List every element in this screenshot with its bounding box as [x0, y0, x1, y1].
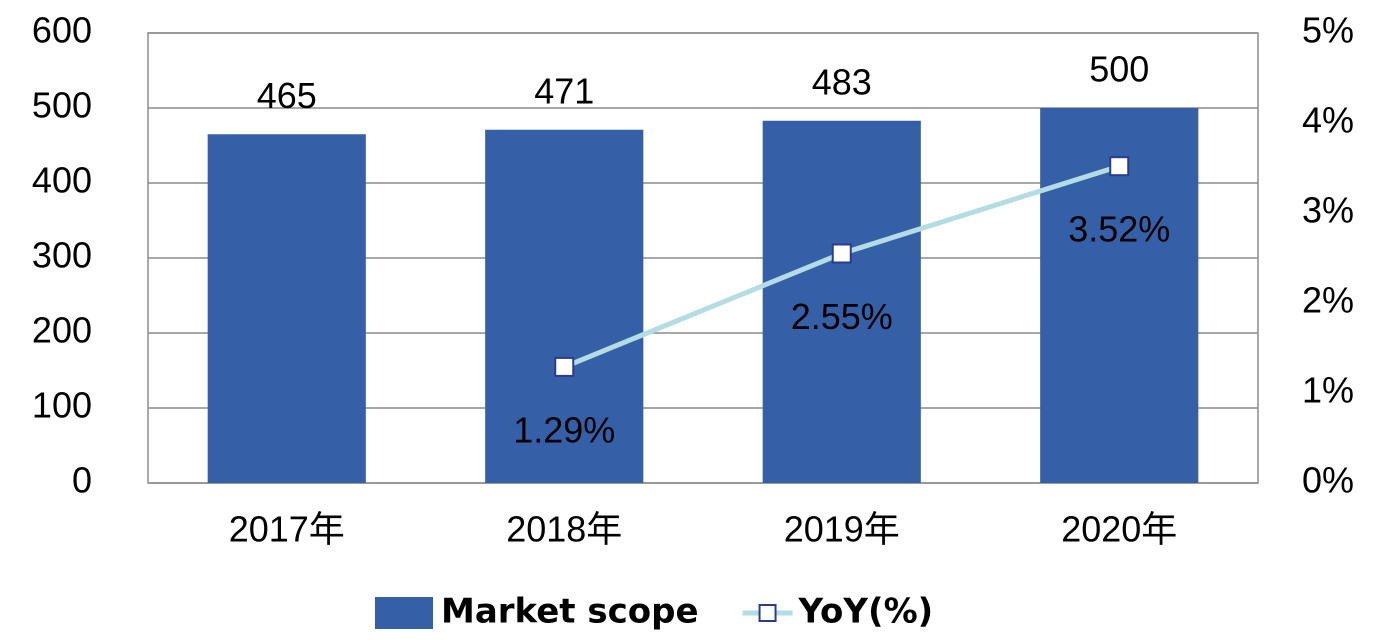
legend-swatch-marker	[758, 604, 777, 622]
bar-value-label: 483	[812, 61, 872, 102]
y2-tick-label: 1%	[1302, 370, 1354, 411]
x-tick-label: 2018年	[506, 509, 622, 550]
y2-tick-label: 2%	[1302, 280, 1354, 321]
x-tick-label: 2019年	[784, 509, 900, 550]
bar	[762, 120, 921, 483]
x-tick-label: 2020年	[1061, 509, 1177, 550]
y2-tick-label: 0%	[1302, 460, 1354, 501]
y-tick-label: 600	[32, 10, 92, 51]
y2-tick-label: 5%	[1302, 10, 1354, 51]
line-marker	[1109, 156, 1130, 177]
bar-value-label: 500	[1089, 49, 1149, 90]
bar-value-label: 465	[257, 75, 317, 116]
y2-tick-label: 3%	[1302, 190, 1354, 231]
y-tick-label: 500	[32, 85, 92, 126]
y-tick-label: 200	[32, 310, 92, 351]
bar	[207, 134, 366, 483]
y2-tick-label: 4%	[1302, 100, 1354, 141]
line-marker	[831, 243, 852, 264]
legend-label: YoY(%)	[798, 592, 934, 632]
y-tick-label: 300	[32, 235, 92, 276]
legend-swatch	[375, 597, 433, 629]
y-tick-label: 400	[32, 160, 92, 201]
line-value-label: 3.52%	[1068, 209, 1170, 250]
plot-border	[147, 32, 1259, 484]
line-marker	[554, 356, 575, 377]
x-tick-label: 2017年	[229, 509, 345, 550]
bar	[485, 129, 644, 483]
bar-value-label: 471	[534, 70, 594, 111]
y-tick-label: 100	[32, 385, 92, 426]
line-value-label: 2.55%	[791, 296, 893, 337]
y-tick-label: 0	[72, 460, 92, 501]
line-value-label: 1.29%	[513, 409, 615, 450]
legend-label: Market scope	[441, 592, 699, 632]
